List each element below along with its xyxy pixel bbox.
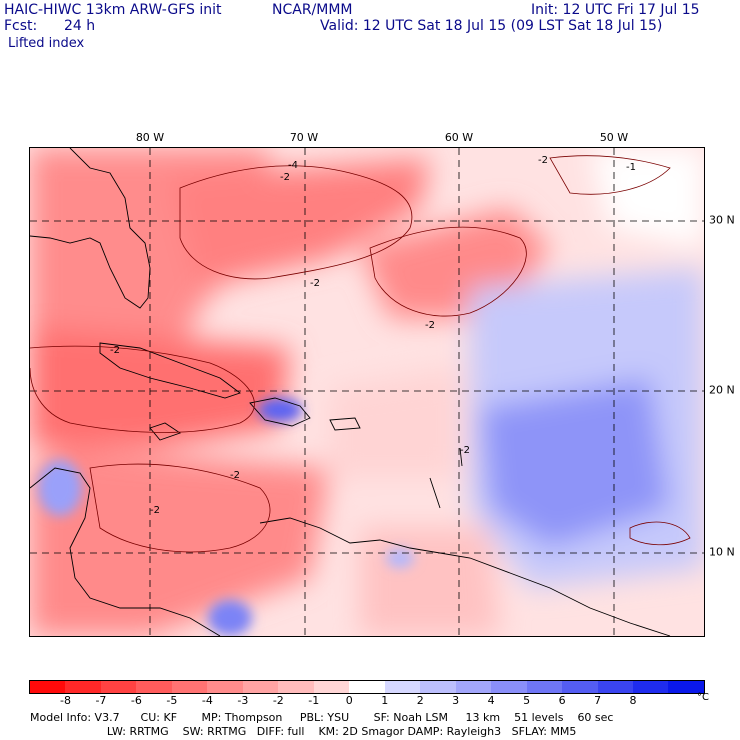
- blue-cell: [258, 398, 302, 422]
- colorbar-swatch: [668, 681, 704, 693]
- model-info-line1: Model Info: V3.7 CU: KF MP: Thompson PBL…: [30, 711, 614, 724]
- contour-label: -2: [150, 505, 160, 516]
- blue-cell: [38, 460, 82, 516]
- contour-labels: -2 -4 -2 -1 -2 -2 -2 -2 -2 -2: [110, 155, 636, 516]
- blue-cell: [386, 548, 414, 568]
- colorbar-swatch: [349, 681, 385, 693]
- colorbar-tick-label: -6: [130, 694, 142, 707]
- map-canvas: -2 -4 -2 -1 -2 -2 -2 -2 -2 -2: [30, 148, 704, 636]
- contour-label: -2: [110, 345, 120, 356]
- colorbar-swatch: [526, 681, 563, 693]
- colorbar-swatch: [242, 681, 279, 693]
- colorbar-tick-label: 1: [381, 694, 389, 707]
- colorbar-tick-label: 2: [416, 694, 424, 707]
- colorbar-tick-label: 5: [523, 694, 531, 707]
- colorbar-tick-label: -1: [308, 694, 320, 707]
- colorbar-tick-label: -7: [95, 694, 107, 707]
- shading-layer: [30, 148, 704, 636]
- contour-label: -2: [460, 445, 470, 456]
- fcst-label: Fcst:: [4, 18, 38, 34]
- colorbar-swatch: [278, 681, 314, 693]
- colorbar-swatch: [597, 681, 633, 693]
- lat-label-10n: 10 N: [709, 545, 735, 559]
- colorbar-swatch: [455, 681, 492, 693]
- colorbar-unit: °C: [697, 692, 709, 703]
- contour-label: -2: [310, 278, 320, 289]
- lifted-index-map: -2 -4 -2 -1 -2 -2 -2 -2 -2 -2: [29, 147, 705, 637]
- colorbar-swatch: [100, 681, 137, 693]
- colorbar-swatch: [420, 681, 456, 693]
- lat-label-30n: 30 N: [709, 213, 735, 227]
- colorbar-swatch: [491, 681, 527, 693]
- colorbar-swatch: [65, 681, 101, 693]
- contour-label: -2: [280, 172, 290, 183]
- contour-label: -2: [230, 470, 240, 481]
- init-time: Init: 12 UTC Fri 17 Jul 15: [531, 2, 700, 18]
- colorbar-swatch: [171, 681, 208, 693]
- colorbar-tick-label: 7: [594, 694, 602, 707]
- colorbar-tick-label: -3: [237, 694, 249, 707]
- colorbar-tick-label: 4: [487, 694, 495, 707]
- colorbar-tick-label: -8: [59, 694, 71, 707]
- colorbar-swatch: [313, 681, 350, 693]
- colorbar-swatch: [384, 681, 421, 693]
- colorbar-swatch: [136, 681, 172, 693]
- contour-label: -1: [626, 162, 636, 173]
- colorbar-tick-label: 0: [345, 694, 353, 707]
- lon-label-60w: 60 W: [444, 131, 474, 144]
- org-title: NCAR/MMM: [272, 2, 353, 18]
- colorbar-tick-label: 3: [452, 694, 460, 707]
- colorbar-swatch: [207, 681, 243, 693]
- colorbar: [29, 680, 705, 694]
- field-name: Lifted index: [8, 36, 85, 51]
- colorbar-swatch: [30, 681, 66, 693]
- lon-label-80w: 80 W: [135, 131, 165, 144]
- lat-lon-grid: [30, 148, 704, 636]
- contour-label: -2: [538, 155, 548, 166]
- lat-label-20n: 20 N: [709, 383, 735, 397]
- contour-label: -4: [288, 160, 298, 171]
- blue-cell: [208, 600, 252, 636]
- lon-label-50w: 50 W: [599, 131, 629, 144]
- colorbar-swatch: [562, 681, 598, 693]
- colorbar-tick-label: -2: [272, 694, 284, 707]
- fcst-value: 24 h: [64, 18, 96, 34]
- colorbar-swatch: [632, 681, 669, 693]
- contours: [30, 155, 691, 553]
- lon-label-70w: 70 W: [289, 131, 319, 144]
- model-info-line2: LW: RRTMG SW: RRTMG DIFF: full KM: 2D Sm…: [30, 725, 577, 738]
- colorbar-tick-label: -4: [201, 694, 213, 707]
- valid-time: Valid: 12 UTC Sat 18 Jul 15 (09 LST Sat …: [320, 18, 663, 34]
- colorbar-tick-label: -5: [166, 694, 178, 707]
- colorbar-tick-label: 8: [629, 694, 637, 707]
- colorbar-tick-label: 6: [558, 694, 566, 707]
- contour-label: -2: [425, 320, 435, 331]
- model-title: HAIC-HIWC 13km ARW-GFS init: [4, 2, 222, 18]
